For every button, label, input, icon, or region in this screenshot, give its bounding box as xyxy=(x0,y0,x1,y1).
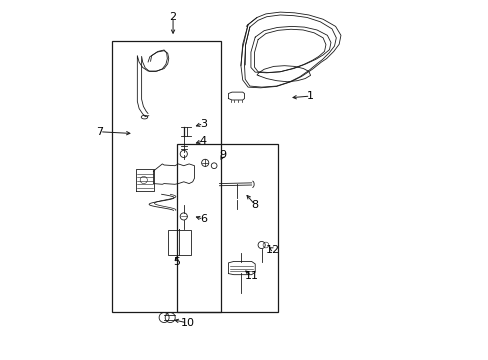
Bar xyxy=(176,144,278,312)
Text: 2: 2 xyxy=(169,13,176,22)
Text: 7: 7 xyxy=(96,127,103,137)
Text: 11: 11 xyxy=(244,271,258,281)
Text: 5: 5 xyxy=(173,257,180,267)
Text: 9: 9 xyxy=(219,150,226,160)
Text: 3: 3 xyxy=(200,118,206,129)
Text: 6: 6 xyxy=(200,214,206,224)
Bar xyxy=(112,41,221,312)
Text: 4: 4 xyxy=(200,136,206,146)
Text: 1: 1 xyxy=(306,91,313,101)
Text: 12: 12 xyxy=(265,245,280,255)
Text: 8: 8 xyxy=(251,200,258,210)
Text: 10: 10 xyxy=(180,318,194,328)
Bar xyxy=(167,230,190,255)
